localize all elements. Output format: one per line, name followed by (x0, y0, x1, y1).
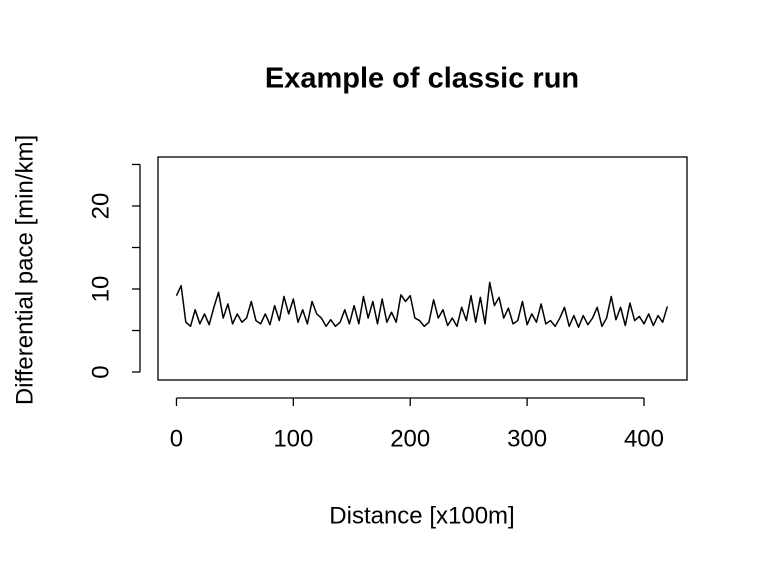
y-tick-label: 0 (87, 365, 114, 378)
y-tick-label: 20 (87, 193, 114, 220)
y-tick-label: 10 (87, 276, 114, 303)
chart-title: Example of classic run (265, 63, 579, 95)
x-tick-label: 200 (390, 425, 430, 452)
x-axis-label: Distance [x100m] (329, 502, 514, 529)
x-tick-label: 100 (273, 425, 313, 452)
data-line (175, 281, 669, 328)
y-axis-label: Differential pace [min/km] (11, 135, 38, 405)
x-tick-label: 300 (507, 425, 547, 452)
x-tick-label: 400 (624, 425, 664, 452)
x-tick-label: 0 (170, 425, 183, 452)
plot-box (157, 156, 688, 381)
